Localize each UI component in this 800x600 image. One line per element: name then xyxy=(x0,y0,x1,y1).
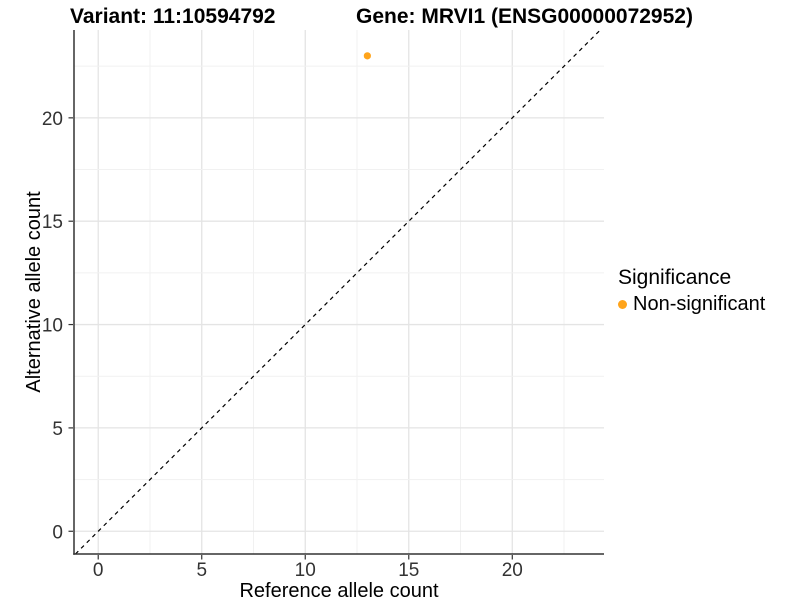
y-tick-label: 5 xyxy=(52,419,63,440)
legend: Significance Non-significant xyxy=(618,266,765,316)
legend-entry-label: Non-significant xyxy=(633,293,766,316)
y-tick-label: 0 xyxy=(52,522,63,543)
x-tick-label: 5 xyxy=(196,560,207,581)
legend-title: Significance xyxy=(618,266,732,289)
x-tick-label: 20 xyxy=(502,560,523,581)
variant-title: Variant: 11:10594792 xyxy=(70,5,276,28)
x-tick-label: 0 xyxy=(93,560,104,581)
y-axis-title: Alternative allele count xyxy=(23,191,45,393)
x-tick-label: 15 xyxy=(398,560,419,581)
identity-line xyxy=(75,29,601,555)
gene-title: Gene: MRVI1 (ENSG00000072952) xyxy=(356,5,693,28)
data-point xyxy=(363,52,371,60)
legend-point-icon xyxy=(618,300,627,310)
x-axis-title: Reference allele count xyxy=(239,580,438,600)
x-tick-label: 10 xyxy=(295,560,316,581)
y-tick-label: 20 xyxy=(42,109,63,130)
y-tick-label: 10 xyxy=(42,316,63,337)
legend-entry: Non-significant xyxy=(618,293,765,316)
y-tick-label: 15 xyxy=(42,212,63,233)
